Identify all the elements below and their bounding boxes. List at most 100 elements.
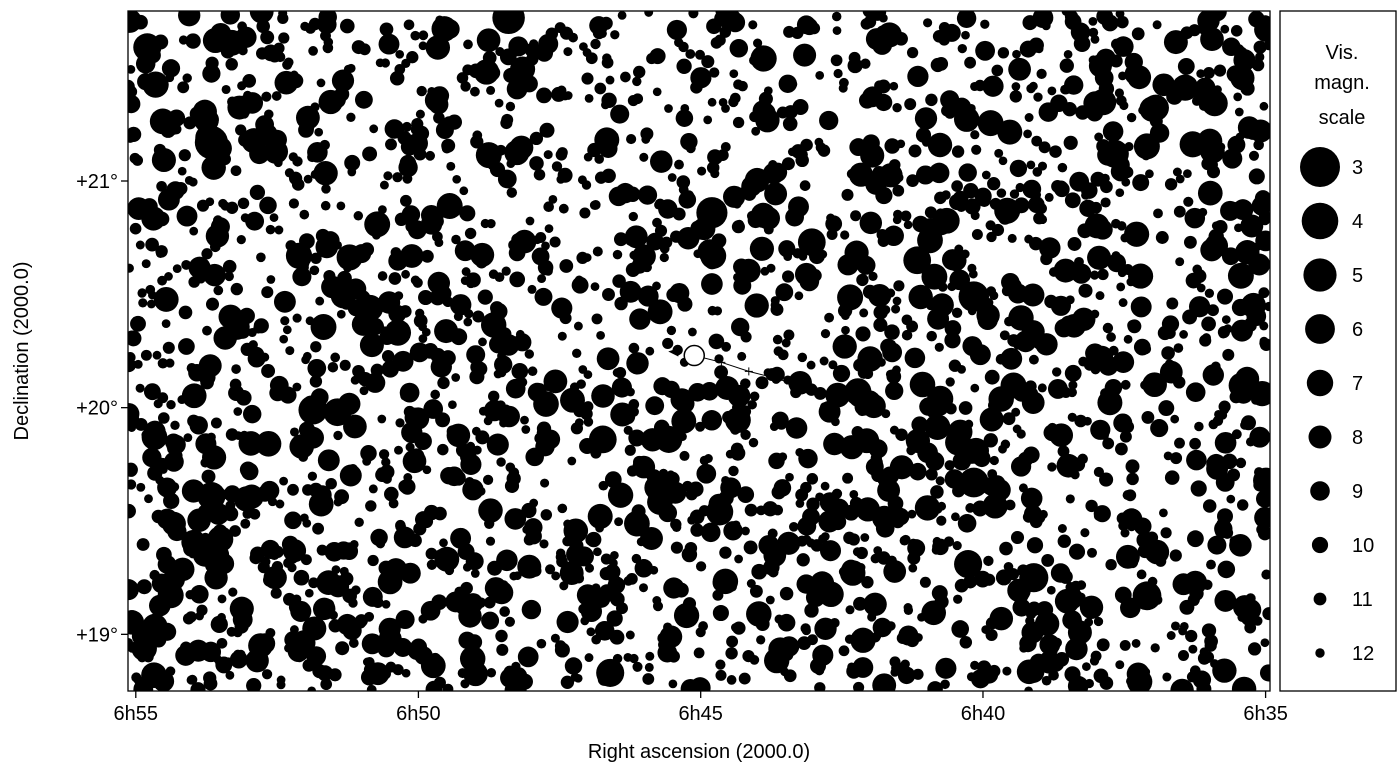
star [161,319,171,328]
star [495,400,506,411]
star [1022,15,1038,31]
star [987,177,1001,191]
star [558,203,569,214]
star [832,364,851,383]
star [418,289,434,306]
star [701,522,721,543]
star [323,269,336,283]
star [788,521,799,532]
star [1258,15,1270,29]
star [436,193,463,219]
star [841,188,854,201]
star [390,247,402,258]
star [1039,11,1052,20]
star [240,462,259,481]
star [751,563,768,580]
star [984,369,1000,385]
star [232,627,243,638]
star [485,536,496,546]
star [1235,240,1260,265]
star [1206,165,1221,179]
star [1119,101,1129,111]
star [1058,569,1073,584]
star [1153,208,1163,219]
star [521,599,542,620]
direction-arrow-icon [668,347,681,357]
star [140,349,152,361]
star [243,439,256,452]
star [991,64,1004,77]
star [435,549,445,559]
star [395,49,405,59]
star [877,478,901,502]
star [842,472,854,484]
star [354,614,368,628]
star [1033,623,1043,634]
star [1024,113,1034,122]
star [1127,319,1142,334]
star [317,449,340,472]
star [512,84,527,99]
star [688,11,699,19]
star [780,667,790,677]
star [279,334,289,344]
star [940,679,950,690]
star [679,450,690,461]
star [847,58,863,74]
star [998,211,1012,225]
star [944,460,955,471]
star [344,154,361,171]
star [1036,68,1047,80]
star [166,399,176,410]
star [295,105,320,130]
star [567,456,577,466]
star [907,509,917,519]
star [664,481,687,504]
star [551,161,563,172]
star [388,498,399,509]
star [279,476,289,486]
star [1050,295,1071,316]
star [974,79,986,92]
star [581,180,592,190]
star [970,660,980,670]
star [912,668,924,680]
star [909,462,927,481]
star [1166,297,1179,310]
star [1025,608,1037,620]
star [719,26,732,38]
star [1064,192,1081,209]
star [1145,169,1154,179]
star [841,325,850,335]
star [963,574,978,589]
star [1173,205,1186,218]
star [711,237,721,247]
star [229,378,242,391]
star [576,251,589,265]
star [496,643,509,656]
star [721,475,730,485]
bright-star [655,425,683,453]
star [868,439,888,459]
star [1210,659,1220,669]
star [298,421,316,438]
star [863,592,887,617]
star [743,540,758,555]
star [1206,457,1229,480]
star [578,365,588,374]
star [354,90,373,109]
star [1121,420,1135,433]
star [521,425,531,434]
star [945,403,957,415]
star [832,26,842,35]
star [644,475,670,501]
star [624,510,650,537]
star [814,682,826,691]
star [540,478,550,488]
star [862,284,878,299]
star [999,541,1013,556]
legend-label: 12 [1352,643,1374,665]
star [712,604,729,622]
star [753,38,763,48]
star [1126,112,1137,123]
